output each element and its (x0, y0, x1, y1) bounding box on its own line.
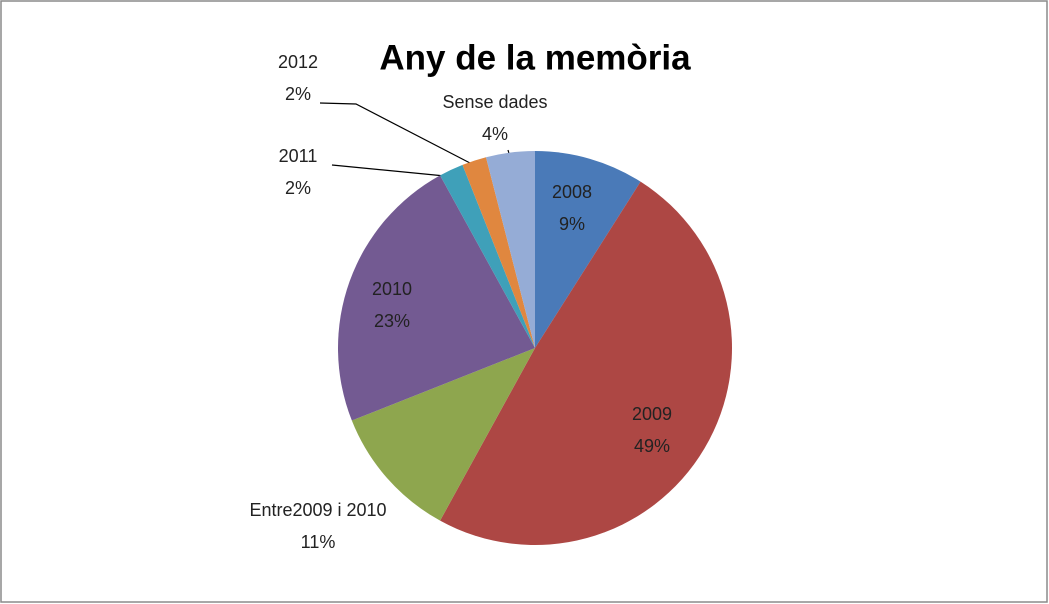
slice-category-label: 2010 (372, 279, 412, 299)
slice-category-label: 2011 (279, 146, 318, 166)
pie-slice (486, 151, 535, 348)
slice-category-label: 2008 (552, 182, 592, 202)
slice-category-label: Entre2009 i 2010 (249, 500, 386, 520)
pie-slice (535, 151, 641, 348)
pie-slice (338, 175, 535, 421)
slice-value-label: 2% (285, 178, 311, 198)
slice-value-label: 4% (482, 124, 508, 144)
pie (338, 151, 732, 545)
pie-slice (462, 157, 535, 348)
slice-value-label: 11% (301, 532, 336, 552)
pie-slice (440, 181, 732, 545)
pie-slice (440, 164, 535, 348)
slice-value-label: 2% (285, 84, 311, 104)
leader-line (331, 164, 446, 177)
slice-category-label: 2009 (632, 404, 672, 424)
leader-line (319, 102, 471, 164)
pie-slice (351, 348, 535, 521)
slice-value-label: 23% (374, 311, 410, 331)
slice-value-label: 49% (634, 436, 670, 456)
slice-category-label: Sense dades (442, 92, 547, 112)
chart-title: Any de la memòria (379, 38, 691, 77)
slice-value-label: 9% (559, 214, 585, 234)
slice-category-label: 2012 (278, 52, 318, 72)
labels: 2008 9% 2009 49% Entre2009 i 2010 11% 2010 23% 2… (249, 52, 672, 552)
